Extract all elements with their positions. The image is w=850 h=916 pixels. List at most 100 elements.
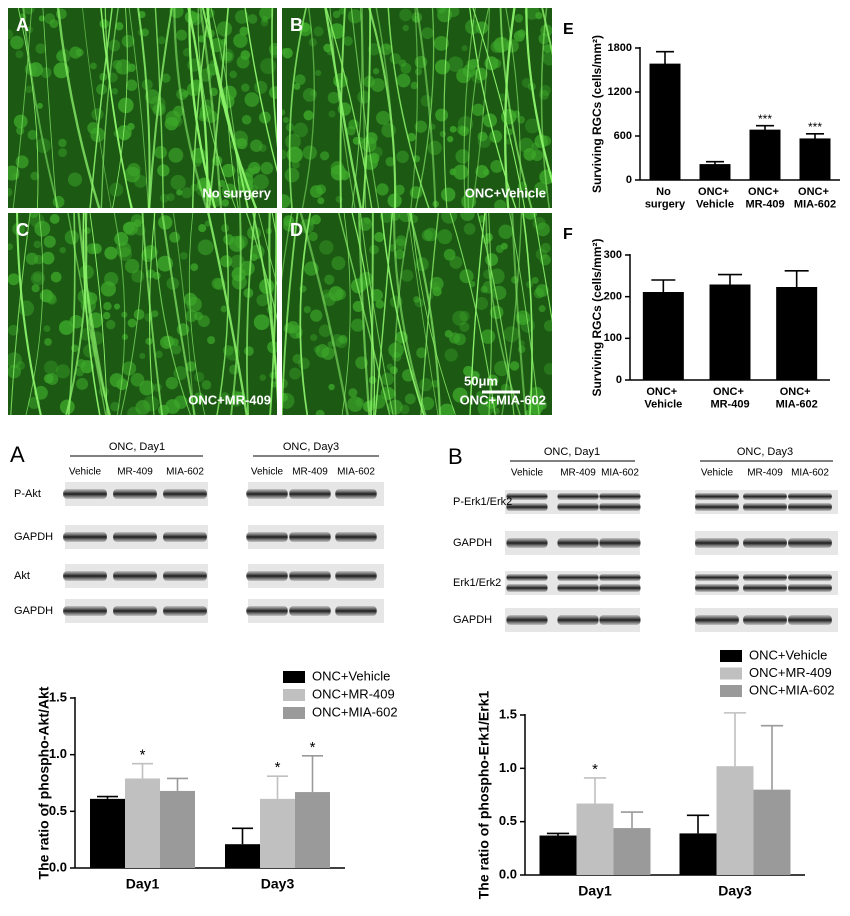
cell xyxy=(303,305,311,314)
cell xyxy=(317,197,325,205)
bar xyxy=(125,778,160,868)
blot-band xyxy=(63,532,107,542)
lane-label: MR-409 xyxy=(560,468,596,479)
error-bar xyxy=(132,762,153,779)
cell xyxy=(414,120,428,133)
cell xyxy=(542,50,552,66)
cell xyxy=(40,67,52,79)
cell xyxy=(43,325,51,333)
error-bar xyxy=(167,777,188,791)
y-axis-label: The ratio of phospho-Akt/Akt xyxy=(36,686,52,879)
cell xyxy=(250,253,258,262)
blot-band xyxy=(788,538,832,548)
x-tick-label: ONC+ MR-409 xyxy=(710,386,749,411)
cell xyxy=(114,303,121,310)
cell xyxy=(327,91,340,104)
cell xyxy=(500,242,508,250)
cell xyxy=(30,171,40,181)
blot-band xyxy=(506,574,548,581)
axon xyxy=(268,213,277,386)
cell xyxy=(36,102,43,109)
y-axis-label: Surviving RGCs (cells/mm²) xyxy=(590,238,604,396)
bar xyxy=(225,844,260,868)
cell xyxy=(433,36,449,51)
y-tick-label: 0 xyxy=(616,374,622,386)
cell xyxy=(407,132,416,142)
axon xyxy=(504,8,516,208)
cell xyxy=(190,263,199,272)
cell xyxy=(139,352,146,359)
cell xyxy=(543,363,552,375)
y-tick-label: 1.0 xyxy=(49,746,67,761)
blot-row-label: GAPDH xyxy=(453,537,492,549)
cell xyxy=(293,122,308,138)
blot-band xyxy=(695,503,739,511)
error-bar xyxy=(583,777,607,804)
blot-band xyxy=(113,606,157,616)
y-tick-label: 1.5 xyxy=(49,689,67,704)
axon xyxy=(374,213,394,415)
blot-band xyxy=(335,571,377,581)
cell xyxy=(480,285,488,294)
micrograph xyxy=(8,8,277,208)
blot-band xyxy=(557,538,599,548)
x-tick-label: ONC+ Vehicle xyxy=(696,186,734,211)
y-tick-label: 1.0 xyxy=(499,760,517,775)
cell xyxy=(250,139,263,152)
axon xyxy=(324,8,362,208)
legend-label: ONC+MIA-602 xyxy=(749,682,835,697)
cell xyxy=(170,174,186,191)
blot-band xyxy=(506,584,548,592)
cell xyxy=(180,252,188,260)
axon xyxy=(10,213,31,415)
cell xyxy=(318,324,332,338)
blot-group-title: ONC, Day1 xyxy=(544,446,600,458)
cell xyxy=(169,8,184,19)
cell xyxy=(308,231,318,242)
blot-band xyxy=(335,532,377,542)
axon xyxy=(351,213,376,415)
cell xyxy=(172,116,183,127)
cell xyxy=(8,29,14,40)
cell xyxy=(161,73,171,83)
cell xyxy=(173,366,188,381)
cell xyxy=(323,43,333,53)
cell xyxy=(416,347,427,359)
cell xyxy=(477,131,488,142)
cell xyxy=(211,277,224,290)
bar xyxy=(539,835,577,875)
micrograph xyxy=(282,8,552,208)
bar xyxy=(576,803,614,875)
y-axis-label: The ratio of phospho-Erk1/Erk1 xyxy=(476,691,492,900)
cell xyxy=(531,276,539,284)
cell xyxy=(135,400,151,415)
panel-letter: D xyxy=(290,220,303,240)
cell xyxy=(484,56,499,71)
error-bar xyxy=(686,814,710,834)
axon xyxy=(387,8,430,208)
cell xyxy=(313,26,324,37)
blot-band xyxy=(163,489,207,499)
cell xyxy=(324,274,335,285)
cell xyxy=(369,244,379,255)
axon xyxy=(471,8,491,208)
axon xyxy=(56,8,101,208)
cell xyxy=(112,59,122,70)
cell xyxy=(536,222,550,237)
cell xyxy=(220,305,228,313)
cell xyxy=(441,187,456,202)
cell xyxy=(385,156,396,167)
blot-band xyxy=(743,584,787,592)
cell xyxy=(331,256,346,271)
cell xyxy=(484,232,493,242)
lane-label: MR-409 xyxy=(747,468,783,479)
cell xyxy=(376,110,391,125)
panel-letter: F xyxy=(563,226,573,243)
cell xyxy=(127,318,137,328)
axon xyxy=(467,8,490,208)
cell xyxy=(539,89,550,100)
cell xyxy=(26,26,34,34)
cell xyxy=(247,14,258,24)
cell xyxy=(110,401,120,412)
cell xyxy=(447,135,454,143)
